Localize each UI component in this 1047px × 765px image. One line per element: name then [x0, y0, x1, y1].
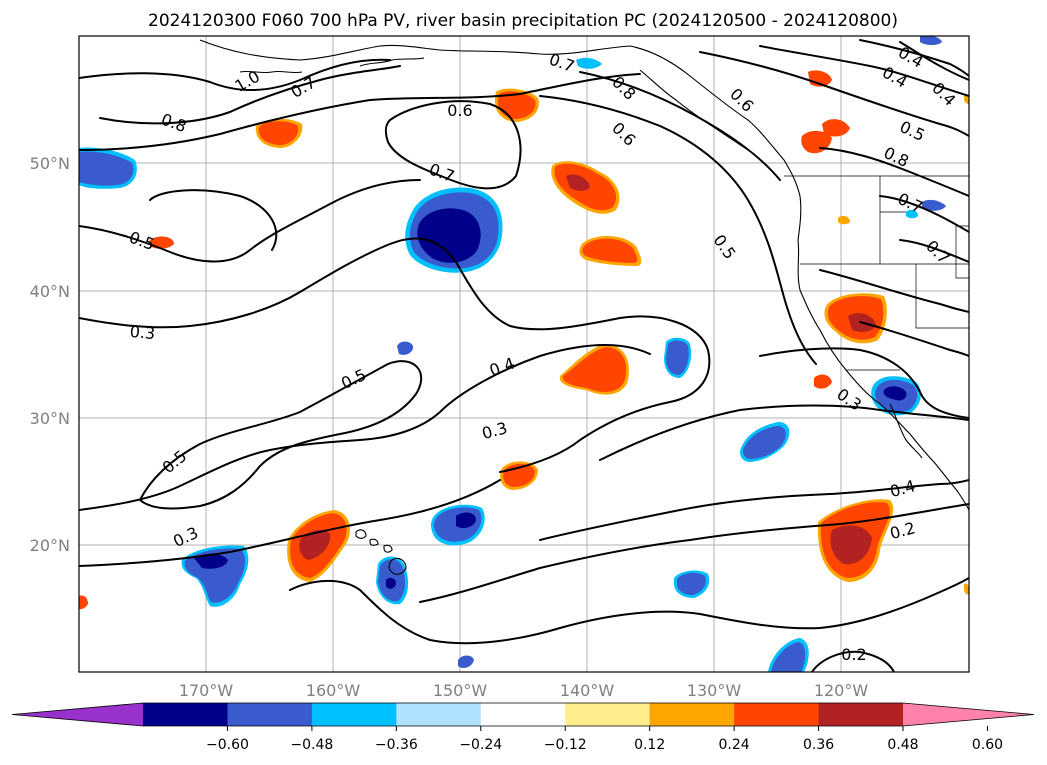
colorbar-segment: [480, 703, 566, 726]
lat-label: 30°N: [30, 409, 70, 428]
colorbar-tick-label: −0.24: [459, 737, 502, 753]
colorbar-segment: [565, 703, 651, 726]
lon-label: 120°W: [814, 681, 869, 700]
negative-precip-regions: [79, 36, 946, 672]
colorbar-segment: [227, 703, 313, 726]
colorbar-tick-label: 0.12: [634, 737, 665, 753]
colorbar-segment: [818, 703, 904, 726]
colorbar-segment: [311, 703, 397, 726]
lon-label: 170°W: [179, 681, 234, 700]
figure-title: 2024120300 F060 700 hPa PV, river basin …: [148, 11, 898, 31]
colorbar-extend-high: [903, 703, 1034, 726]
colorbar-segment: [143, 703, 228, 726]
colorbar-tick-label: 0.48: [887, 737, 918, 753]
political-borders: [784, 175, 969, 371]
colorbar: −0.60 −0.48 −0.36 −0.24 −0.12 0.12 0.24 0.36 0.4…: [11, 702, 1035, 753]
latitude-labels: 50°N 40°N 30°N 20°N: [30, 154, 70, 555]
colorbar-tick-label: −0.48: [290, 737, 333, 753]
colorbar-tick-label: 0.60: [972, 737, 1003, 753]
colorbar-outline: [11, 702, 1035, 727]
lon-label: 130°W: [687, 681, 742, 700]
contour-label: 0.6: [447, 101, 472, 120]
contour-label: 0.2: [841, 645, 866, 664]
longitude-labels: 170°W 160°W 150°W 140°W 130°W 120°W: [179, 681, 869, 700]
contour-label: 0.3: [129, 322, 156, 343]
colorbar-extend-low: [12, 703, 143, 726]
map-frame: [78, 35, 970, 673]
colorbar-segment: [734, 703, 820, 726]
colorbar-tick-label: 0.24: [719, 737, 750, 753]
colorbar-tick-label: −0.60: [206, 737, 249, 753]
lat-label: 20°N: [30, 536, 70, 555]
colorbar-segment: [649, 703, 735, 726]
lon-label: 140°W: [560, 681, 615, 700]
lat-label: 40°N: [30, 282, 70, 301]
colorbar-segment: [396, 703, 482, 726]
lat-label: 50°N: [30, 154, 70, 173]
colorbar-tick-label: −0.12: [544, 737, 587, 753]
lon-label: 160°W: [306, 681, 361, 700]
colorbar-tick-label: 0.36: [803, 737, 834, 753]
colorbar-tick-label: −0.36: [375, 737, 418, 753]
map-content: 1.0 0.7 0.8 0.6 0.7 0.5 0.3 0.5 0.4 0.3 …: [79, 36, 969, 672]
lon-label: 150°W: [433, 681, 488, 700]
pv-contours: [79, 39, 969, 672]
